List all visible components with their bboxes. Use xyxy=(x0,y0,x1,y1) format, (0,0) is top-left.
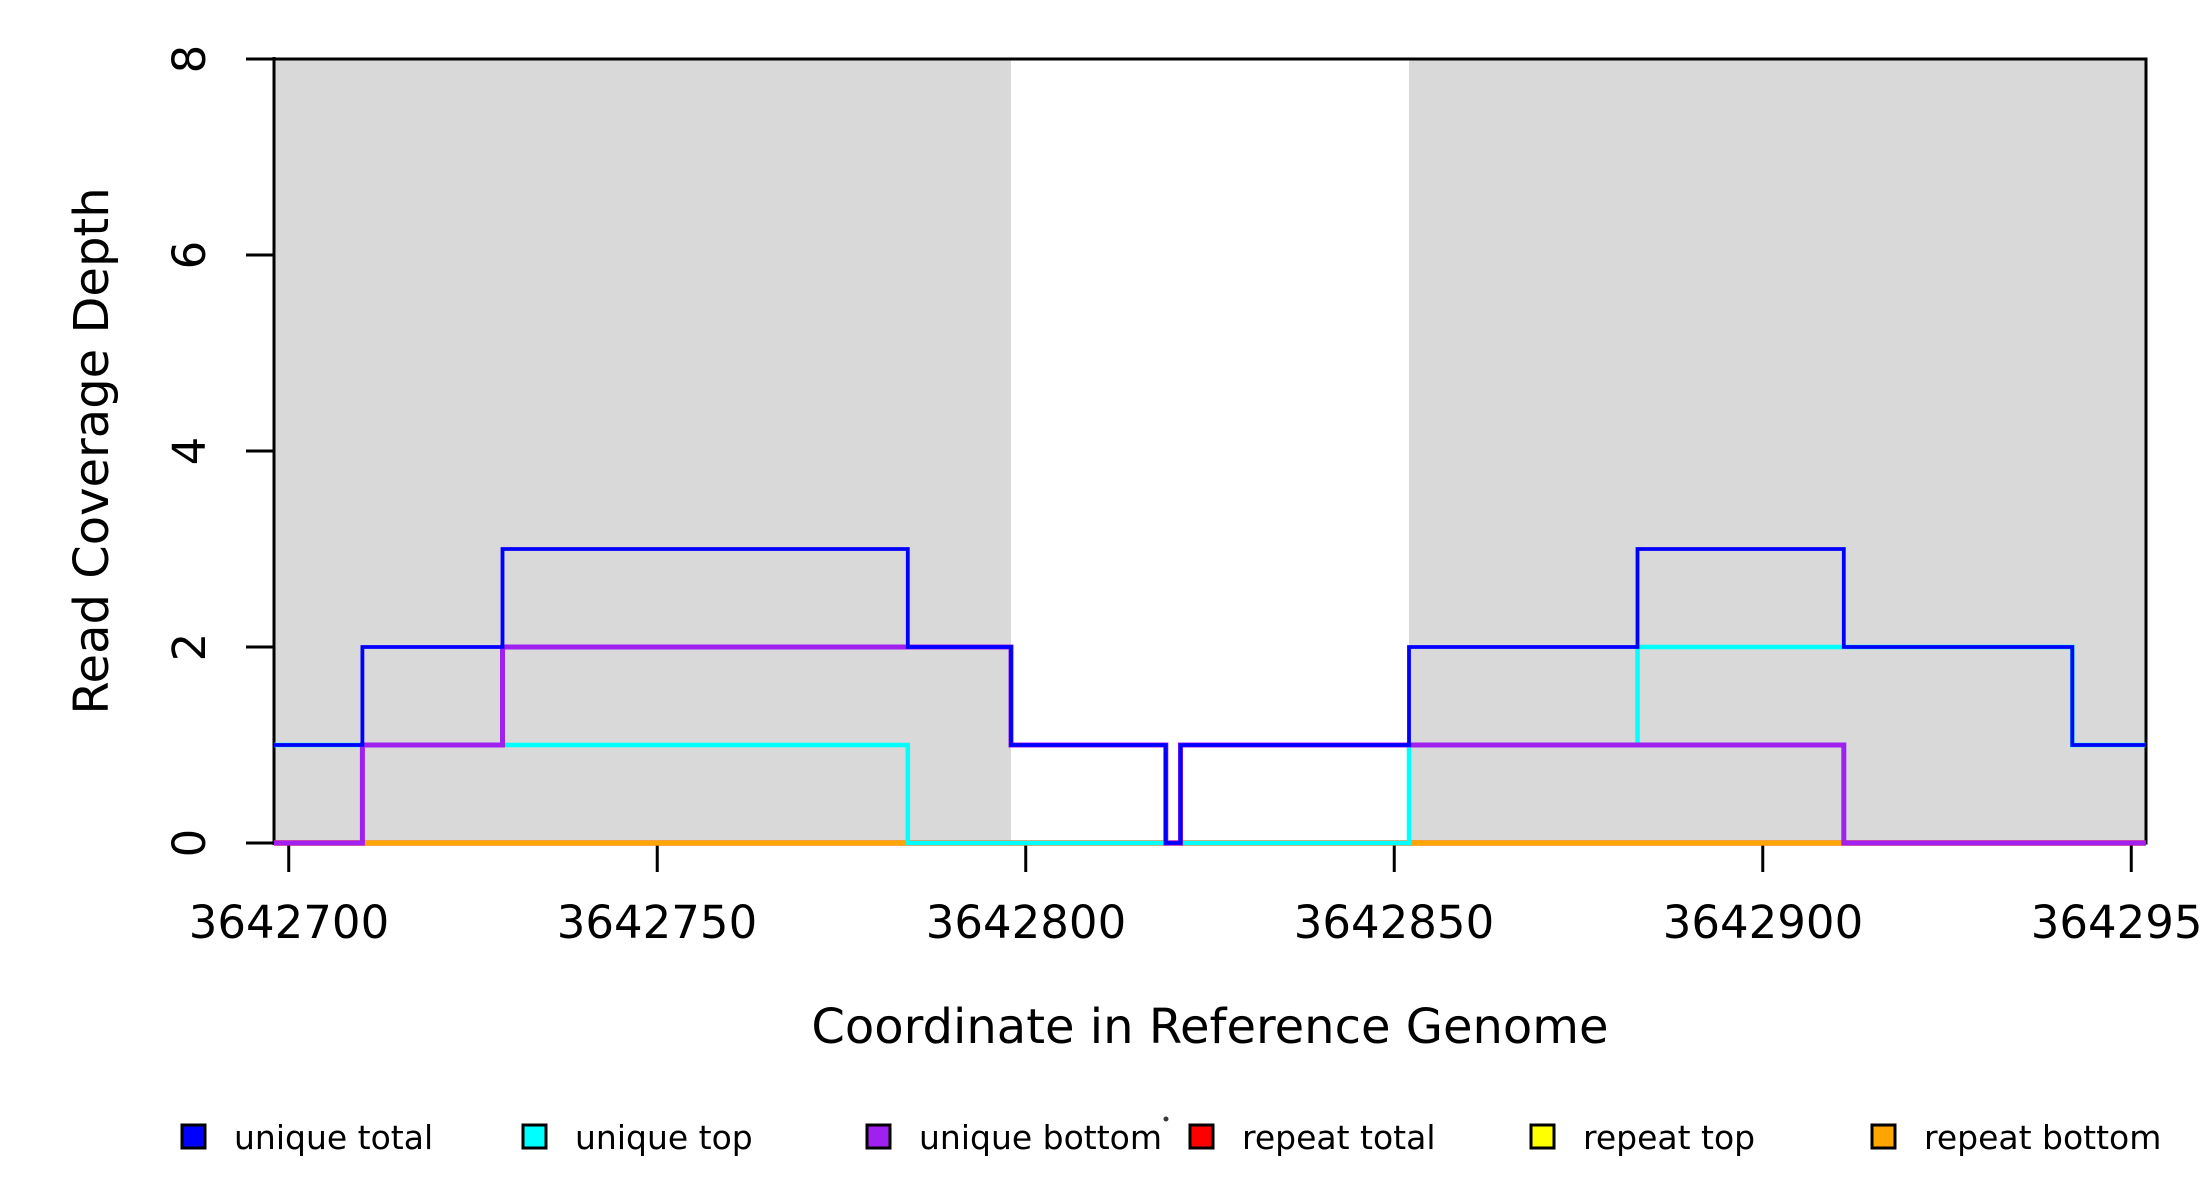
legend-label: repeat total xyxy=(1242,1118,1436,1157)
artifact-dot xyxy=(1163,1116,1169,1122)
legend-swatch xyxy=(1188,1123,1215,1150)
y-tick-label: 2 xyxy=(163,633,216,662)
legend: unique total unique top unique bottom re… xyxy=(180,1118,2161,1157)
legend-label: unique top xyxy=(575,1118,753,1157)
x-tick-label: 3642750 xyxy=(557,896,757,949)
legend-item: repeat bottom xyxy=(1870,1118,2161,1157)
series-line-unique-total xyxy=(274,547,2146,845)
legend-item: unique bottom xyxy=(865,1118,1162,1157)
legend-swatch xyxy=(865,1123,892,1150)
y-tick-label: 0 xyxy=(163,829,216,858)
x-tick-label: 3642700 xyxy=(189,896,389,949)
y-tick-label: 6 xyxy=(163,241,216,270)
y-tick-label: 8 xyxy=(163,45,216,74)
legend-swatch xyxy=(1870,1123,1897,1150)
shaded-region-left xyxy=(274,59,1012,843)
y-tick-label: 4 xyxy=(163,437,216,466)
shaded-region-right xyxy=(1408,59,2146,843)
legend-item: unique total xyxy=(180,1118,433,1157)
legend-swatch xyxy=(1529,1123,1556,1150)
legend-item: unique top xyxy=(521,1118,753,1157)
x-tick-label: 3642800 xyxy=(926,896,1126,949)
plot-area xyxy=(246,57,2148,872)
legend-label: repeat top xyxy=(1583,1118,1755,1157)
x-tick-label: 3642900 xyxy=(1663,896,1863,949)
legend-item: repeat top xyxy=(1529,1118,1755,1157)
legend-swatch xyxy=(180,1123,207,1150)
legend-label: unique total xyxy=(234,1118,433,1157)
legend-swatch xyxy=(521,1123,548,1150)
y-axis-title: Read Coverage Depth xyxy=(64,187,120,714)
legend-label: unique bottom xyxy=(919,1118,1162,1157)
legend-label: repeat bottom xyxy=(1924,1118,2161,1157)
x-tick-label: 3642850 xyxy=(1294,896,1494,949)
legend-item: repeat total xyxy=(1188,1118,1436,1157)
x-axis-title: Coordinate in Reference Genome xyxy=(811,999,1608,1055)
